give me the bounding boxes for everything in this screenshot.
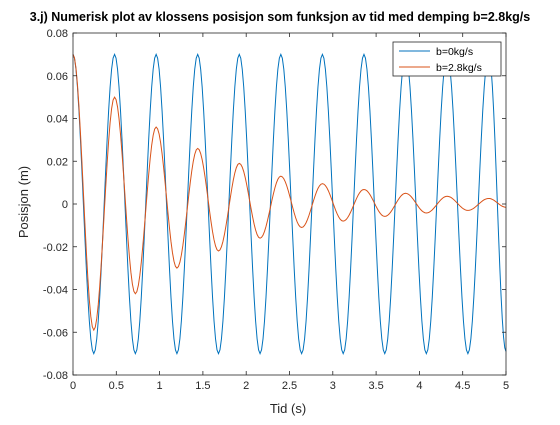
x-tick-label: 5: [503, 380, 509, 392]
y-tick-label: 0.08: [47, 28, 68, 40]
x-tick-label: 0.5: [109, 380, 124, 392]
chart-title: 3.j) Numerisk plot av klossens posisjon …: [30, 10, 531, 24]
y-tick-label: 0.04: [47, 114, 68, 126]
series-line-1: [72, 54, 507, 332]
legend-box: [392, 41, 502, 77]
y-tick-label: -0.02: [43, 242, 68, 254]
y-tick-label: 0.02: [47, 156, 68, 168]
legend: b=0kg/s b=2.8kg/s: [392, 41, 502, 77]
y-tick-label: -0.06: [43, 327, 68, 339]
x-axis-label: Tid (s): [270, 401, 306, 416]
ticks-layer: 0 0.5 1 1.5 2 2.5 3 3.5 4 4.5 5 -0.08 -0.06 -0.04 -0.0…: [43, 28, 509, 392]
x-tick-label: 4: [416, 380, 422, 392]
legend-label-b0: b=0kg/s: [436, 46, 473, 58]
x-tick-label: 4.5: [455, 380, 470, 392]
axes-box: [72, 32, 507, 376]
legend-label-b28: b=2.8kg/s: [436, 62, 482, 74]
x-tick-label: 1.5: [195, 380, 210, 392]
y-tick-label: -0.08: [43, 370, 68, 382]
x-tick-label: 2.5: [282, 380, 297, 392]
y-tick-label: 0.06: [47, 71, 68, 83]
x-tick-label: 1: [157, 380, 163, 392]
y-axis-label: Posisjon (m): [16, 166, 31, 238]
series-layer: [72, 52, 507, 355]
y-tick-label: 0: [62, 199, 68, 211]
x-tick-label: 0: [70, 380, 76, 392]
x-tick-label: 3.5: [368, 380, 383, 392]
x-tick-label: 3: [330, 380, 336, 392]
axes-background: [73, 33, 506, 375]
x-tick-label: 2: [243, 380, 249, 392]
y-tick-label: -0.04: [43, 285, 68, 297]
